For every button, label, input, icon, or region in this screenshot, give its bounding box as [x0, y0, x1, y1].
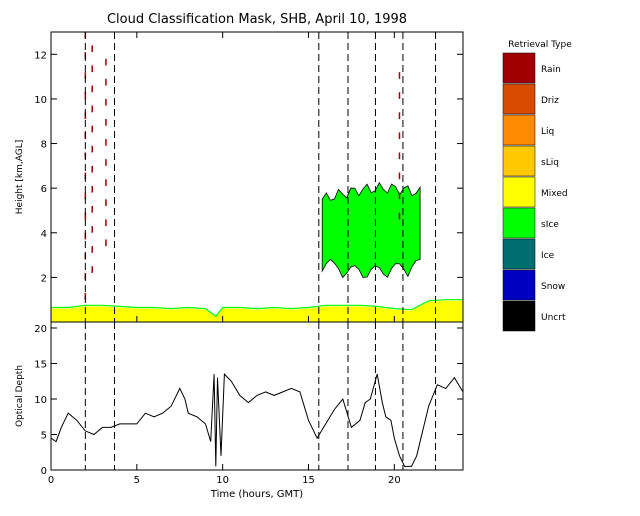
- bottom-ytick-label: 15: [34, 360, 47, 371]
- top-ytick-label: 2: [41, 273, 47, 284]
- classification-mask-panel: 2 4 6 8 10 12 Height [km,AGL]: [15, 31, 464, 323]
- retrieval-type-legend: Rain Driz Liq sLiq Mixed sIce Ice Snow Uncrt: [502, 52, 568, 332]
- legend-title: Retrieval Type: [508, 40, 572, 50]
- legend-label-driz: Driz: [541, 96, 559, 106]
- bottom-xtick-label: 20: [388, 475, 401, 486]
- top-ytick-label: 12: [34, 50, 47, 61]
- legend-swatch-mixed: [502, 176, 536, 208]
- legend-label-ice: Ice: [541, 251, 555, 261]
- bottom-xtick-label: 10: [216, 475, 229, 486]
- figure-title: Cloud Classification Mask, SHB, April 10…: [107, 12, 407, 27]
- top-ytick-label: 4: [41, 229, 47, 240]
- legend-swatch-sice: [502, 207, 536, 239]
- top-ytick-label: 10: [34, 95, 47, 106]
- bottom-ytick-label: 20: [34, 324, 47, 335]
- legend-swatch-ice: [502, 238, 536, 270]
- legend-swatch-rain: [502, 52, 536, 84]
- legend-label-sice: sIce: [541, 220, 559, 230]
- bottom-ylabel: Optical Depth: [15, 365, 25, 427]
- legend-label-uncrt: Uncrt: [541, 313, 566, 323]
- ice-cloud-region: [321, 181, 421, 279]
- top-ytick-label: 6: [41, 184, 47, 195]
- top-ylabel: Height [km,AGL]: [15, 140, 25, 214]
- legend-swatch-liq: [502, 114, 536, 146]
- top-ytick-label: 8: [41, 140, 47, 151]
- legend-swatch-uncrt: [502, 300, 536, 332]
- bottom-ytick-label: 10: [34, 395, 47, 406]
- mixed-phase-layer: [51, 300, 463, 322]
- bottom-ytick-label: 0: [41, 466, 47, 477]
- legend-label-sliq: sLiq: [541, 158, 559, 168]
- optical-depth-line: [50, 372, 464, 467]
- legend-swatch-sliq: [502, 145, 536, 177]
- bottom-xtick-label: 5: [134, 475, 140, 486]
- bottom-xtick-label: 0: [48, 475, 54, 486]
- legend-label-mixed: Mixed: [541, 189, 568, 199]
- legend-label-snow: Snow: [541, 282, 565, 292]
- legend-swatch-snow: [502, 269, 536, 301]
- legend-label-liq: Liq: [541, 127, 554, 137]
- bottom-xlabel: Time (hours, GMT): [210, 489, 304, 500]
- legend-swatch-driz: [502, 83, 536, 115]
- optical-depth-panel: 0 5 10 15 20 0 5 10 15 20 Time (hours, GMT) Optical…: [15, 321, 464, 500]
- mixed-layer-top-edge: [51, 299, 463, 318]
- bottom-ytick-label: 5: [41, 431, 47, 442]
- top-plot-frame: [50, 31, 464, 323]
- legend-label-rain: Rain: [541, 65, 561, 75]
- bottom-xtick-label: 15: [302, 475, 315, 486]
- bottom-plot-frame: [50, 321, 464, 471]
